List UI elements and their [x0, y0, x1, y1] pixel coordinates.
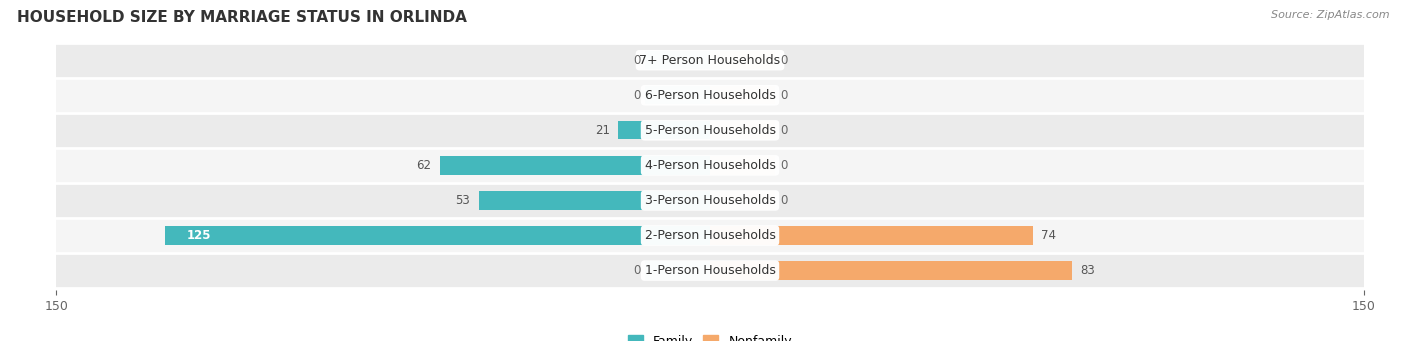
- Text: 0: 0: [633, 54, 640, 67]
- Bar: [56, 218, 1364, 253]
- Bar: [165, 226, 710, 244]
- Text: 7+ Person Households: 7+ Person Households: [640, 54, 780, 67]
- Text: 21: 21: [595, 124, 610, 137]
- Text: 4-Person Households: 4-Person Households: [644, 159, 776, 172]
- Bar: [710, 121, 776, 139]
- Bar: [56, 113, 1364, 148]
- Text: 125: 125: [187, 229, 211, 242]
- Bar: [644, 191, 710, 210]
- Text: HOUSEHOLD SIZE BY MARRIAGE STATUS IN ORLINDA: HOUSEHOLD SIZE BY MARRIAGE STATUS IN ORL…: [17, 10, 467, 25]
- Text: 3-Person Households: 3-Person Households: [644, 194, 776, 207]
- Text: 0: 0: [633, 264, 640, 277]
- Bar: [619, 121, 710, 139]
- Text: Source: ZipAtlas.com: Source: ZipAtlas.com: [1271, 10, 1389, 20]
- Bar: [710, 51, 776, 69]
- Bar: [479, 191, 710, 210]
- Legend: Family, Nonfamily: Family, Nonfamily: [623, 330, 797, 341]
- Text: 5-Person Households: 5-Person Households: [644, 124, 776, 137]
- Bar: [644, 121, 710, 139]
- Bar: [644, 262, 710, 280]
- Text: 0: 0: [780, 54, 787, 67]
- Text: 83: 83: [1080, 264, 1095, 277]
- Text: 2-Person Households: 2-Person Households: [644, 229, 776, 242]
- Text: 62: 62: [416, 159, 432, 172]
- Text: 53: 53: [456, 194, 470, 207]
- Text: 74: 74: [1042, 229, 1056, 242]
- Text: 0: 0: [780, 159, 787, 172]
- Bar: [710, 262, 1071, 280]
- Bar: [710, 86, 776, 104]
- Text: 0: 0: [780, 194, 787, 207]
- Bar: [710, 226, 1032, 244]
- Bar: [56, 148, 1364, 183]
- Text: 0: 0: [780, 124, 787, 137]
- Bar: [644, 51, 710, 69]
- Bar: [56, 43, 1364, 78]
- Bar: [644, 86, 710, 104]
- Text: 0: 0: [780, 89, 787, 102]
- Bar: [56, 253, 1364, 288]
- Bar: [710, 262, 776, 280]
- Bar: [644, 226, 710, 244]
- Bar: [710, 191, 776, 210]
- Bar: [644, 156, 710, 175]
- Bar: [56, 78, 1364, 113]
- Text: 0: 0: [633, 89, 640, 102]
- Bar: [440, 156, 710, 175]
- Bar: [710, 226, 776, 244]
- Bar: [710, 156, 776, 175]
- Bar: [56, 183, 1364, 218]
- Text: 1-Person Households: 1-Person Households: [644, 264, 776, 277]
- Text: 6-Person Households: 6-Person Households: [644, 89, 776, 102]
